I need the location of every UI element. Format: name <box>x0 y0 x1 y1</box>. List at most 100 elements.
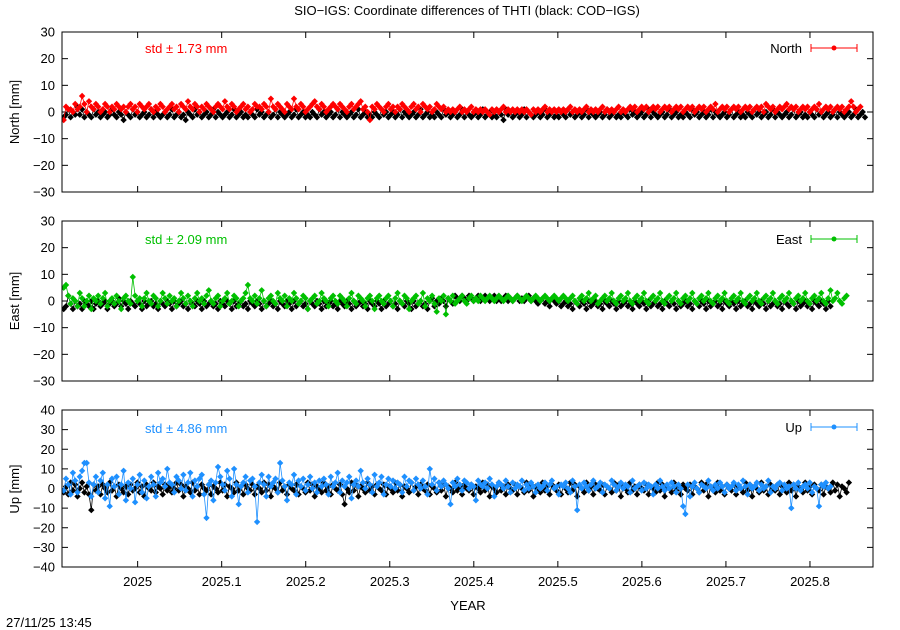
north-data-point <box>120 116 127 124</box>
east-data-point <box>88 305 95 313</box>
up-data-point <box>164 465 171 473</box>
up-data-point <box>332 479 339 486</box>
up-data-point <box>95 483 102 490</box>
north-data-point <box>654 103 661 110</box>
east-data-point <box>171 295 178 302</box>
x-tick-label: 2025 <box>123 574 152 589</box>
east-data-point <box>557 295 565 302</box>
up-data-point <box>567 479 574 486</box>
north-data-point <box>348 100 355 108</box>
up-data-point <box>196 491 203 498</box>
up-data-point <box>320 475 328 482</box>
up-data-point <box>555 491 562 498</box>
up-data-point <box>808 489 816 496</box>
up-data-point <box>118 481 125 488</box>
up-data-point <box>546 481 553 488</box>
up-data-point <box>792 493 800 500</box>
east-data-point <box>808 305 816 313</box>
up-y-axis-label: Up [mm] <box>7 464 22 513</box>
east-data-point <box>226 300 233 307</box>
east-data-point <box>677 300 684 307</box>
north-data-point <box>131 103 139 110</box>
north-data-point <box>203 100 210 108</box>
up-data-point <box>732 487 740 494</box>
up-data-point <box>173 479 180 486</box>
east-data-point <box>217 303 224 310</box>
east-data-point <box>198 305 205 313</box>
up-data-point <box>822 479 830 486</box>
east-data-point <box>838 300 846 307</box>
east-data-point <box>578 292 585 299</box>
north-data-point <box>815 100 823 108</box>
east-data-point <box>762 305 770 313</box>
north-data-point <box>240 100 247 108</box>
east-data-point <box>69 305 77 313</box>
up-data-point <box>95 489 102 496</box>
north-data-point <box>237 103 245 110</box>
up-data-point <box>203 514 210 522</box>
north-data-point <box>539 106 546 113</box>
up-data-point <box>516 483 523 490</box>
north-data-point <box>765 114 772 121</box>
up-data-point <box>352 477 360 484</box>
east-data-point <box>447 297 454 305</box>
up-data-point <box>92 473 100 480</box>
east-data-point <box>820 297 827 305</box>
north-data-point <box>426 114 433 121</box>
north-data-point <box>693 106 701 113</box>
up-data-point <box>359 479 367 486</box>
north-data-point <box>767 106 774 113</box>
up-data-point <box>203 487 210 494</box>
up-data-point <box>240 491 247 498</box>
north-data-point <box>682 106 689 113</box>
east-data-point <box>732 297 740 305</box>
north-data-point <box>723 114 731 121</box>
north-data-point <box>244 103 252 110</box>
east-data-point <box>822 305 830 313</box>
east-data-point <box>843 292 850 299</box>
north-data-point <box>696 103 703 110</box>
north-data-point <box>829 108 836 116</box>
north-data-point <box>263 103 270 110</box>
east-data-point <box>366 292 374 299</box>
north-data-point <box>412 106 420 113</box>
up-data-point <box>145 483 153 490</box>
north-data-point <box>551 106 558 113</box>
up-data-point <box>431 475 438 482</box>
east-data-point <box>689 305 696 313</box>
east-data-point <box>433 308 440 315</box>
north-data-point <box>184 98 192 105</box>
east-data-point <box>67 300 74 307</box>
north-data-point <box>753 103 760 110</box>
north-data-point <box>81 100 88 108</box>
north-data-point <box>647 114 655 121</box>
east-data-point <box>101 289 109 297</box>
up-y-tick-label: 20 <box>41 442 55 457</box>
x-tick-label: 2025.5 <box>538 574 578 589</box>
up-y-tick-label: −40 <box>33 560 55 575</box>
north-data-point <box>78 92 86 100</box>
up-data-point <box>408 479 415 486</box>
east-data-point <box>631 295 638 302</box>
east-data-point <box>684 303 691 310</box>
east-data-point <box>617 292 625 299</box>
north-data-point <box>320 103 328 110</box>
east-data-point <box>778 305 786 313</box>
east-data-point <box>822 300 830 307</box>
north-data-point <box>776 103 783 110</box>
up-data-point <box>541 479 549 486</box>
up-data-point <box>419 477 427 484</box>
north-data-point <box>592 114 599 121</box>
north-data-point <box>424 106 431 113</box>
east-data-point <box>228 297 235 305</box>
east-data-point <box>422 303 429 310</box>
up-data-point <box>470 483 477 490</box>
north-data-point <box>221 98 229 105</box>
east-data-point <box>562 295 569 302</box>
up-data-point <box>355 483 362 490</box>
up-data-point <box>633 483 641 490</box>
east-data-point <box>813 297 820 305</box>
north-data-point <box>691 108 698 116</box>
east-data-point <box>679 295 687 302</box>
up-data-point <box>504 483 512 490</box>
